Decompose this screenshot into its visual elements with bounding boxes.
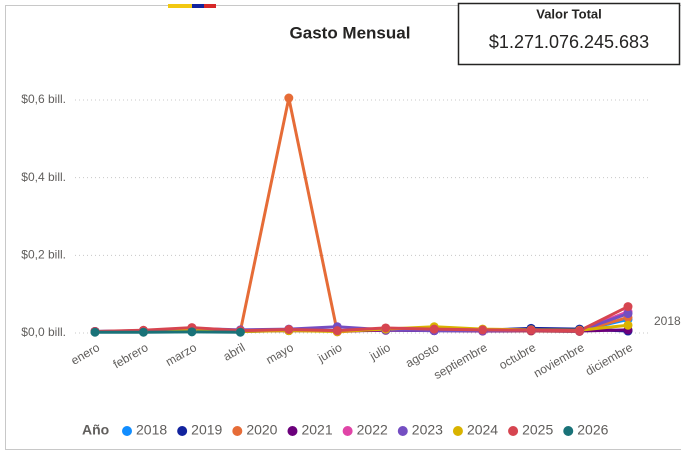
x-tick-label: noviembre xyxy=(531,340,587,380)
x-tick-label: septiembre xyxy=(431,340,490,382)
data-point xyxy=(284,325,294,335)
x-tick-label: agosto xyxy=(403,340,441,370)
data-point xyxy=(429,324,439,334)
x-tick-label: diciembre xyxy=(583,340,635,378)
legend-swatch xyxy=(508,426,519,436)
legend-label: 2019 xyxy=(191,422,222,438)
legend-swatch xyxy=(177,426,188,436)
chart-title: Gasto Mensual xyxy=(290,23,411,42)
data-point xyxy=(526,325,536,335)
y-tick-label: $0,4 bill. xyxy=(21,170,66,184)
data-point xyxy=(138,327,148,337)
y-tick-label: $0,6 bill. xyxy=(21,92,66,106)
data-point xyxy=(575,326,585,336)
card-title: Valor Total xyxy=(536,6,602,21)
legend-swatch xyxy=(122,426,132,436)
data-point xyxy=(235,327,245,337)
x-tick-label: enero xyxy=(68,340,102,368)
x-tick-label: julio xyxy=(366,340,393,363)
legend-swatch xyxy=(232,426,243,436)
legend-swatch xyxy=(452,426,463,436)
y-tick-label: $0,2 bill. xyxy=(21,248,66,262)
legend-swatch xyxy=(342,426,353,436)
legend-swatch xyxy=(563,426,574,436)
data-point xyxy=(623,302,633,312)
data-point xyxy=(381,323,391,333)
flag-stripe xyxy=(192,4,204,8)
legend-swatch xyxy=(287,426,298,436)
legend-title: Año xyxy=(82,422,109,438)
legend-label: 2021 xyxy=(301,422,332,438)
end-label: 2018 xyxy=(654,314,681,328)
data-point xyxy=(623,309,633,319)
y-tick-label: $0,0 bill. xyxy=(21,325,66,339)
legend-label: 2025 xyxy=(522,422,553,438)
x-tick-label: febrero xyxy=(111,340,151,371)
x-tick-label: marzo xyxy=(163,340,199,369)
kpi-card xyxy=(457,2,681,66)
series-line xyxy=(94,96,629,334)
legend-label: 2018 xyxy=(136,422,167,438)
data-point xyxy=(478,325,488,335)
x-tick-label: abril xyxy=(221,340,248,363)
legend-label: 2024 xyxy=(467,422,498,438)
flag-stripe xyxy=(204,4,216,8)
legend-label: 2026 xyxy=(577,422,608,438)
legend-label: 2020 xyxy=(246,422,277,438)
x-tick-label: mayo xyxy=(263,340,296,367)
data-point xyxy=(90,327,100,337)
series-line xyxy=(94,305,629,333)
x-tick-label: junio xyxy=(315,340,345,365)
chart-frame xyxy=(5,5,681,450)
legend-swatch xyxy=(397,426,408,436)
data-point xyxy=(332,326,342,336)
flag-stripe xyxy=(168,4,192,8)
data-point xyxy=(187,327,197,337)
legend-label: 2023 xyxy=(412,422,443,438)
legend-label: 2022 xyxy=(357,422,388,438)
data-point xyxy=(284,93,294,103)
card-value: $1.271.076.245.683 xyxy=(489,32,649,52)
data-point xyxy=(623,320,633,330)
